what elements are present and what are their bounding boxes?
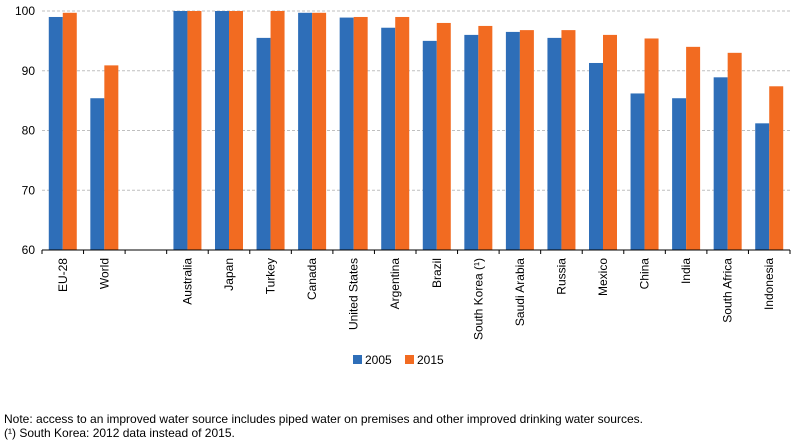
bar-2005-Indonesia bbox=[755, 123, 770, 250]
legend-label: 2015 bbox=[417, 353, 444, 367]
y-tick-label: 60 bbox=[22, 243, 36, 257]
bar-2005-Canada bbox=[298, 12, 313, 251]
bar-2005-Russia bbox=[547, 37, 562, 251]
legend-label: 2005 bbox=[365, 353, 392, 367]
x-category-label: United States bbox=[347, 258, 361, 330]
bar-2015-Indonesia bbox=[769, 86, 784, 250]
x-category-label: Russia bbox=[554, 258, 568, 295]
bar-2005-India bbox=[672, 98, 687, 250]
x-category-label: Australia bbox=[180, 258, 194, 305]
bar-2015-Russia bbox=[561, 30, 576, 251]
x-category-label: India bbox=[679, 258, 693, 284]
bar-2015-Brazil bbox=[436, 22, 451, 251]
y-tick-label: 80 bbox=[22, 124, 36, 138]
bar-2005-Mexico bbox=[589, 62, 603, 250]
x-category-label: Turkey bbox=[264, 258, 278, 294]
y-tick-label: 70 bbox=[22, 183, 36, 197]
legend-swatch bbox=[405, 355, 414, 364]
bar-2015-United States bbox=[353, 16, 368, 250]
bar-2015-Mexico bbox=[603, 34, 617, 251]
bar-2005-Turkey bbox=[256, 37, 271, 251]
bar-2005-World bbox=[90, 98, 105, 250]
x-category-label: South Africa bbox=[721, 258, 735, 323]
x-category-label: South Korea (¹) bbox=[471, 258, 485, 340]
x-category-label: Indonesia bbox=[762, 258, 776, 310]
x-category-label: EU-28 bbox=[56, 258, 70, 292]
legend-swatch bbox=[353, 355, 362, 364]
y-tick-label: 90 bbox=[22, 64, 36, 78]
bar-2015-World bbox=[104, 65, 119, 250]
bar-chart: 60 70 80 90 100 EU-28 World Australia Japan Turk… bbox=[15, 4, 791, 367]
bar-2005-South Korea (¹) bbox=[464, 34, 479, 251]
bar-2015-Japan bbox=[229, 11, 243, 250]
y-axis: 60 70 80 90 100 bbox=[15, 4, 35, 257]
bar-2015-South Africa bbox=[727, 52, 742, 251]
bar-2015-EU-28 bbox=[62, 12, 77, 251]
legend: 2005 2015 bbox=[353, 353, 444, 367]
x-category-label: Brazil bbox=[430, 258, 444, 288]
bar-2005-United States bbox=[339, 17, 354, 251]
bar-2015-Saudi Arabia bbox=[519, 30, 534, 251]
bar-2015-Turkey bbox=[270, 11, 285, 250]
bar-2005-Saudi Arabia bbox=[505, 31, 520, 250]
footnote-text: (¹) South Korea: 2012 data instead of 20… bbox=[4, 426, 235, 440]
bar-2015-Canada bbox=[312, 12, 327, 251]
bar-2005-South Africa bbox=[713, 77, 728, 250]
x-category-label: China bbox=[638, 258, 652, 290]
x-axis: EU-28 World Australia Japan Turkey Canada Unit… bbox=[41, 249, 791, 340]
bar-2005-EU-28 bbox=[48, 16, 63, 250]
note-text: Note: access to an improved water source… bbox=[4, 412, 643, 426]
bar-2015-China bbox=[644, 38, 659, 250]
x-category-label: Mexico bbox=[596, 258, 610, 296]
y-tick-label: 100 bbox=[15, 4, 35, 18]
bar-2015-Australia bbox=[187, 11, 202, 250]
bar-2005-Argentina bbox=[381, 27, 396, 251]
chart-notes: Note: access to an improved water source… bbox=[4, 412, 643, 440]
x-category-label: Canada bbox=[305, 258, 319, 300]
bars bbox=[48, 11, 784, 251]
bar-2015-India bbox=[686, 46, 701, 250]
bar-2015-South Korea (¹) bbox=[478, 25, 493, 250]
bar-2005-Brazil bbox=[422, 40, 437, 250]
bar-2005-China bbox=[630, 93, 645, 250]
x-category-label: Argentina bbox=[388, 258, 402, 310]
bar-2005-Japan bbox=[215, 11, 229, 250]
x-category-label: Japan bbox=[222, 258, 236, 291]
bar-2015-Argentina bbox=[395, 16, 410, 250]
x-category-label: Saudi Arabia bbox=[513, 258, 527, 326]
bar-2005-Australia bbox=[173, 11, 188, 250]
x-category-label: World bbox=[97, 258, 111, 289]
